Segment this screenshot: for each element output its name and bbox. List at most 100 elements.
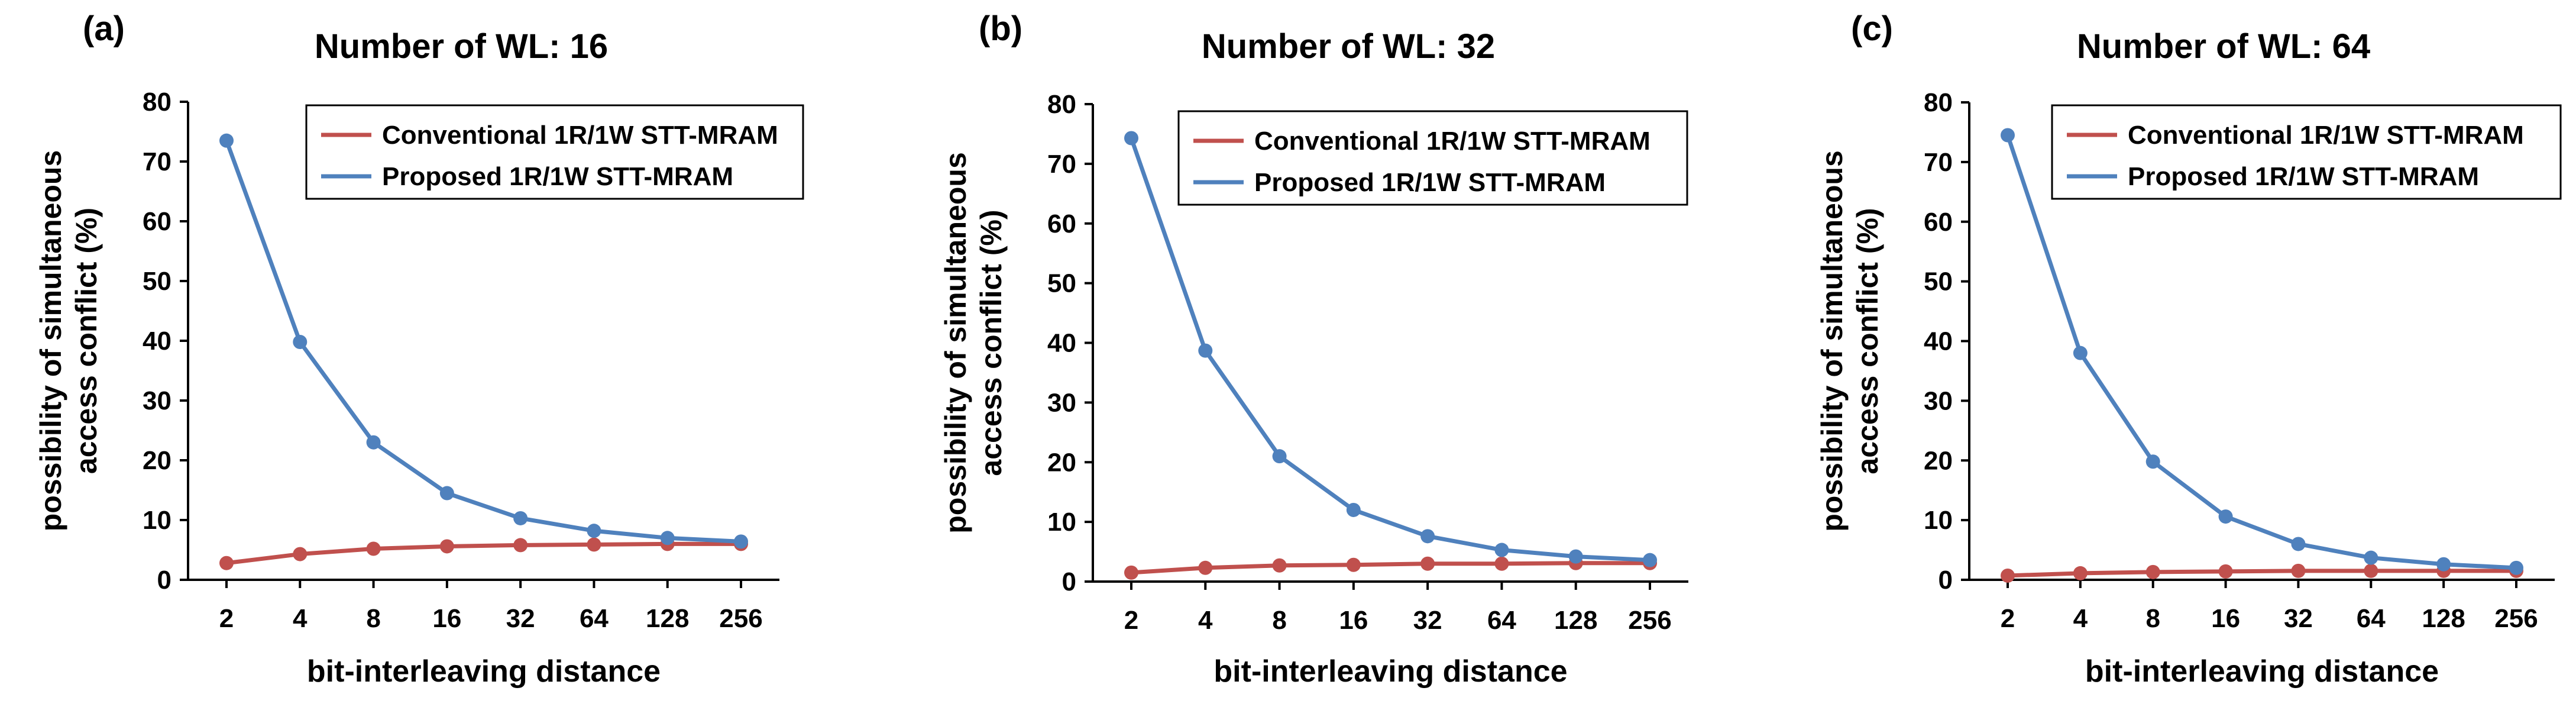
data-point-proposed xyxy=(660,531,675,545)
y-tick-label: 20 xyxy=(1924,446,1953,475)
data-point-proposed xyxy=(1272,449,1287,464)
x-tick-label: 64 xyxy=(2357,604,2386,633)
y-tick-label: 50 xyxy=(143,267,171,296)
y-tick-label: 10 xyxy=(1047,508,1076,537)
data-point-conventional xyxy=(587,537,601,552)
data-point-proposed xyxy=(439,486,454,501)
x-tick-label: 32 xyxy=(506,604,535,633)
data-point-proposed xyxy=(1643,553,1657,567)
legend-box xyxy=(1177,110,1688,206)
y-tick-label: 50 xyxy=(1047,269,1076,298)
data-point-proposed xyxy=(1346,502,1361,517)
data-point-proposed xyxy=(587,524,601,538)
data-point-conventional xyxy=(1346,557,1361,572)
y-tick-label: 10 xyxy=(143,506,171,535)
x-tick-label: 16 xyxy=(2211,604,2240,633)
y-tick-label: 20 xyxy=(143,446,171,475)
data-point-conventional xyxy=(439,539,454,554)
y-tick-label: 0 xyxy=(157,566,171,595)
y-tick-label: 30 xyxy=(1924,386,1953,415)
data-point-proposed xyxy=(366,435,381,450)
x-axis-label: bit-interleaving distance xyxy=(2085,654,2439,689)
x-tick-label: 256 xyxy=(2494,604,2538,633)
chart-title: Number of WL: 32 xyxy=(1202,27,1495,66)
x-tick-label: 2 xyxy=(219,604,234,633)
y-tick-label: 70 xyxy=(1047,150,1076,179)
y-tick-label: 60 xyxy=(143,207,171,236)
y-tick-label: 70 xyxy=(1924,148,1953,177)
x-tick-label: 256 xyxy=(719,604,762,633)
data-point-conventional xyxy=(366,541,381,556)
y-tick-label: 80 xyxy=(1924,88,1953,117)
y-tick-label: 40 xyxy=(143,327,171,356)
data-point-proposed xyxy=(1124,131,1138,146)
y-tick-label: 80 xyxy=(1047,90,1076,119)
data-point-proposed xyxy=(2145,454,2160,469)
legend-label: Conventional 1R/1W STT-MRAM xyxy=(382,121,778,150)
y-tick-label: 30 xyxy=(1047,388,1076,417)
x-tick-label: 2 xyxy=(1124,606,1138,635)
data-point-proposed xyxy=(513,511,528,525)
x-tick-label: 8 xyxy=(1272,606,1286,635)
y-tick-label: 0 xyxy=(1939,566,1953,595)
legend-label: Conventional 1R/1W STT-MRAM xyxy=(1254,127,1651,156)
y-tick-label: 60 xyxy=(1924,208,1953,237)
y-tick-label: 20 xyxy=(1047,448,1076,477)
data-point-proposed xyxy=(2001,128,2015,143)
y-tick-label: 30 xyxy=(143,386,171,415)
legend-label: Proposed 1R/1W STT-MRAM xyxy=(382,162,733,191)
x-tick-label: 128 xyxy=(1554,606,1597,635)
y-tick-label: 40 xyxy=(1924,327,1953,356)
legend-box xyxy=(2051,104,2562,200)
x-tick-label: 128 xyxy=(2422,604,2465,633)
data-point-conventional xyxy=(1272,558,1287,573)
x-tick-label: 32 xyxy=(1413,606,1442,635)
data-point-proposed xyxy=(734,534,748,549)
x-tick-label: 8 xyxy=(366,604,380,633)
y-tick-label: 80 xyxy=(143,88,171,117)
y-tick-label: 70 xyxy=(143,147,171,176)
x-tick-label: 16 xyxy=(1339,606,1368,635)
data-point-conventional xyxy=(2218,564,2233,579)
data-point-conventional xyxy=(2145,564,2160,579)
legend-box xyxy=(305,104,804,200)
panel-b: (b) Number of WL: 32 0 10 20 30 40 50 60 70 80 2 4 8 1… xyxy=(939,9,1688,689)
data-point-conventional xyxy=(2291,563,2306,578)
y-axis-label-line2: access conflict (%) xyxy=(975,209,1008,476)
legend-label: Conventional 1R/1W STT-MRAM xyxy=(2128,121,2524,150)
x-tick-label: 32 xyxy=(2284,604,2313,633)
series-line-conventional xyxy=(2007,569,2516,578)
data-point-proposed xyxy=(2364,550,2378,565)
x-tick-label: 8 xyxy=(2145,604,2160,633)
x-tick-label: 4 xyxy=(2073,604,2088,633)
data-point-conventional xyxy=(2364,563,2378,578)
data-point-proposed xyxy=(1568,549,1583,564)
y-axis-label-line1: possibility of simultaneous xyxy=(34,150,67,532)
y-axis-label-line2: access conflict (%) xyxy=(70,208,103,474)
data-point-conventional xyxy=(2001,568,2015,583)
data-point-conventional xyxy=(1494,556,1509,571)
legend-label: Proposed 1R/1W STT-MRAM xyxy=(1254,168,1606,197)
x-tick-label: 64 xyxy=(1487,606,1516,635)
x-tick-label: 16 xyxy=(432,604,461,633)
series-line-proposed xyxy=(1129,137,1651,563)
data-point-proposed xyxy=(2291,537,2306,551)
data-point-conventional xyxy=(2073,566,2088,580)
panel-label: (b) xyxy=(979,9,1022,48)
y-axis-label-line1: possibility of simultaneous xyxy=(1816,150,1849,532)
series-line-conventional xyxy=(1131,561,1650,575)
data-point-conventional xyxy=(293,547,308,561)
panel-label: (a) xyxy=(83,9,125,48)
y-tick-label: 40 xyxy=(1047,329,1076,358)
data-point-conventional xyxy=(1124,565,1138,580)
series-line-proposed xyxy=(2005,134,2517,570)
y-axis-label-line2: access conflict (%) xyxy=(1851,208,1884,474)
x-tick-label: 4 xyxy=(293,604,308,633)
y-tick-label: 10 xyxy=(1924,506,1953,535)
y-tick-label: 0 xyxy=(1062,567,1076,596)
panel-c: (c) Number of WL: 64 0 10 20 30 40 50 60 70 80 2 4 8 1… xyxy=(1816,9,2562,689)
data-point-conventional xyxy=(1420,556,1435,571)
data-point-conventional xyxy=(513,538,528,553)
data-point-proposed xyxy=(2436,557,2451,572)
